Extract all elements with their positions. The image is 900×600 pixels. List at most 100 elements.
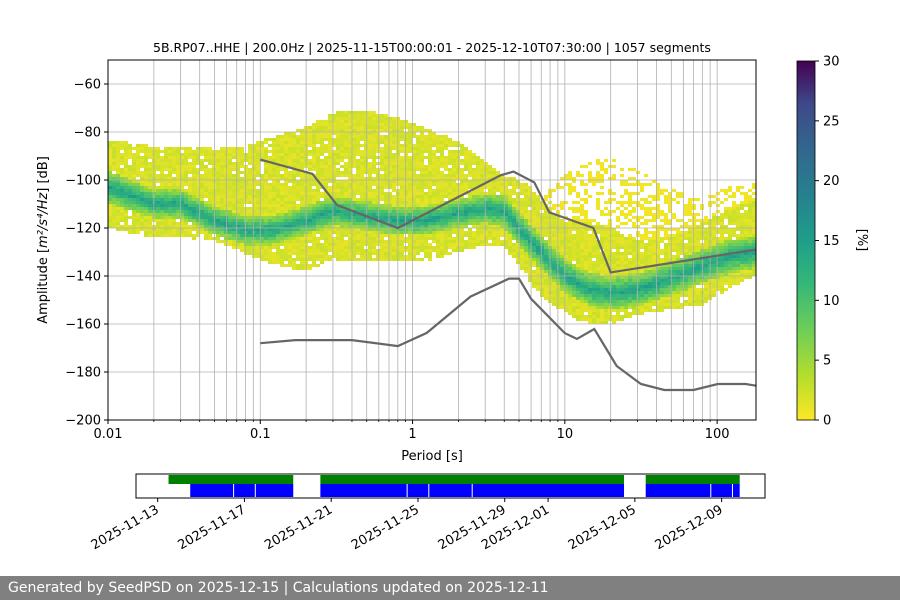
density-cell — [124, 216, 128, 219]
density-cell — [144, 192, 148, 195]
density-cell — [536, 210, 540, 213]
density-cell — [452, 216, 456, 219]
density-cell — [140, 192, 144, 195]
density-cell — [472, 171, 476, 174]
density-cell — [580, 225, 584, 228]
density-cell — [472, 174, 476, 177]
density-cell — [260, 204, 264, 207]
density-cell — [384, 123, 388, 126]
density-cell — [564, 261, 568, 264]
density-cell — [460, 231, 464, 234]
density-cell — [132, 156, 136, 159]
density-cell — [312, 252, 316, 255]
density-cell — [656, 273, 660, 276]
density-cell — [120, 180, 124, 183]
density-cell — [440, 219, 444, 222]
density-cell — [512, 183, 516, 186]
density-cell — [404, 141, 408, 144]
density-cell — [252, 222, 256, 225]
density-cell — [476, 156, 480, 159]
density-cell — [448, 144, 452, 147]
density-cell — [428, 180, 432, 183]
density-cell — [212, 219, 216, 222]
density-cell — [312, 189, 316, 192]
density-cell — [308, 129, 312, 132]
density-cell — [444, 216, 448, 219]
density-cell — [148, 216, 152, 219]
density-cell — [456, 162, 460, 165]
density-cell — [452, 228, 456, 231]
density-cell — [248, 207, 252, 210]
density-cell — [320, 213, 324, 216]
density-cell — [460, 162, 464, 165]
density-cell — [444, 237, 448, 240]
density-cell — [372, 207, 376, 210]
density-cell — [324, 126, 328, 129]
density-cell — [200, 207, 204, 210]
density-cell — [312, 240, 316, 243]
density-cell — [244, 213, 248, 216]
density-cell — [448, 150, 452, 153]
density-cell — [452, 222, 456, 225]
density-cell — [172, 153, 176, 156]
density-cell — [560, 282, 564, 285]
density-cell — [392, 153, 396, 156]
density-cell — [588, 195, 592, 198]
density-cell — [504, 219, 508, 222]
density-cell — [384, 129, 388, 132]
density-cell — [348, 225, 352, 228]
density-cell — [608, 312, 612, 315]
density-cell — [552, 228, 556, 231]
density-cell — [160, 186, 164, 189]
density-cell — [168, 177, 172, 180]
density-cell — [124, 174, 128, 177]
density-cell — [224, 195, 228, 198]
density-cell — [316, 264, 320, 267]
density-cell — [364, 222, 368, 225]
density-cell — [360, 192, 364, 195]
density-cell — [156, 213, 160, 216]
density-cell — [128, 198, 132, 201]
density-cell — [136, 186, 140, 189]
density-cell — [336, 246, 340, 249]
density-cell — [452, 159, 456, 162]
density-cell — [652, 297, 656, 300]
density-cell — [272, 159, 276, 162]
density-cell — [456, 231, 460, 234]
density-cell — [504, 180, 508, 183]
density-cell — [284, 189, 288, 192]
density-cell — [376, 180, 380, 183]
density-cell — [656, 234, 660, 237]
density-cell — [488, 219, 492, 222]
density-cell — [572, 297, 576, 300]
density-cell — [428, 252, 432, 255]
density-cell — [332, 216, 336, 219]
density-cell — [248, 159, 252, 162]
density-cell — [644, 219, 648, 222]
density-cell — [256, 153, 260, 156]
density-cell — [428, 201, 432, 204]
density-cell — [632, 264, 636, 267]
density-cell — [460, 198, 464, 201]
density-cell — [568, 243, 572, 246]
density-cell — [460, 171, 464, 174]
density-cell — [212, 237, 216, 240]
density-cell — [384, 225, 388, 228]
density-cell — [608, 276, 612, 279]
density-cell — [616, 249, 620, 252]
density-cell — [212, 189, 216, 192]
density-cell — [172, 213, 176, 216]
density-cell — [576, 231, 580, 234]
density-cell — [436, 162, 440, 165]
density-cell — [344, 150, 348, 153]
density-cell — [512, 255, 516, 258]
density-cell — [156, 168, 160, 171]
density-cell — [320, 228, 324, 231]
density-cell — [620, 240, 624, 243]
density-cell — [420, 138, 424, 141]
density-cell — [204, 210, 208, 213]
density-cell — [404, 258, 408, 261]
density-cell — [316, 195, 320, 198]
density-cell — [148, 168, 152, 171]
density-cell — [340, 216, 344, 219]
